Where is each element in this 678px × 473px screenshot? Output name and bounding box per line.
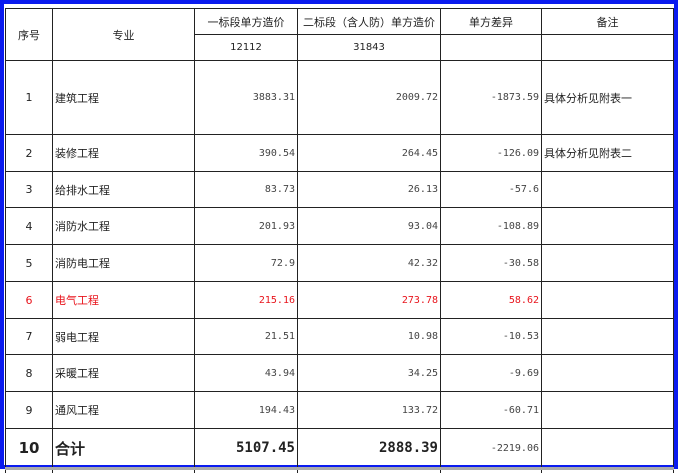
cost-comparison-table: 序号 专业 一标段单方造价 二标段（含人防）单方造价 单方差异 备注 12112…: [5, 8, 674, 473]
area-section1[interactable]: 12112: [195, 35, 298, 61]
empty-cell[interactable]: [6, 469, 53, 473]
empty-cell[interactable]: [298, 469, 441, 473]
diff-cell[interactable]: -30.58: [441, 245, 542, 282]
grid-strip: [6, 469, 674, 473]
section2-cell[interactable]: 93.04: [298, 208, 441, 245]
specialty-cell[interactable]: 给排水工程: [53, 172, 195, 208]
empty-cell[interactable]: [441, 469, 542, 473]
section2-cell[interactable]: 2009.72: [298, 61, 441, 135]
diff-cell[interactable]: -60.71: [441, 392, 542, 429]
specialty-cell[interactable]: 消防水工程: [53, 208, 195, 245]
section1-cell[interactable]: 201.93: [195, 208, 298, 245]
seq-cell[interactable]: 5: [6, 245, 53, 282]
seq-cell[interactable]: 3: [6, 172, 53, 208]
section1-cell[interactable]: 5107.45: [195, 429, 298, 469]
section2-cell[interactable]: 264.45: [298, 135, 441, 172]
section2-cell[interactable]: 42.32: [298, 245, 441, 282]
section1-cell[interactable]: 21.51: [195, 319, 298, 355]
area-remark[interactable]: [542, 35, 674, 61]
specialty-cell[interactable]: 通风工程: [53, 392, 195, 429]
section1-cell[interactable]: 215.16: [195, 282, 298, 319]
area-diff[interactable]: [441, 35, 542, 61]
remark-cell[interactable]: [542, 319, 674, 355]
empty-cell[interactable]: [53, 469, 195, 473]
remark-cell[interactable]: [542, 392, 674, 429]
seq-cell[interactable]: 1: [6, 61, 53, 135]
seq-cell[interactable]: 10: [6, 429, 53, 469]
specialty-cell[interactable]: 采暖工程: [53, 355, 195, 392]
area-section2[interactable]: 31843: [298, 35, 441, 61]
seq-cell[interactable]: 6: [6, 282, 53, 319]
section2-cell[interactable]: 10.98: [298, 319, 441, 355]
diff-cell[interactable]: -2219.06: [441, 429, 542, 469]
specialty-cell[interactable]: 电气工程: [53, 282, 195, 319]
remark-cell[interactable]: [542, 245, 674, 282]
diff-cell[interactable]: -1873.59: [441, 61, 542, 135]
diff-cell[interactable]: -126.09: [441, 135, 542, 172]
header-specialty[interactable]: 专业: [53, 9, 195, 61]
specialty-cell[interactable]: 装修工程: [53, 135, 195, 172]
diff-cell[interactable]: -10.53: [441, 319, 542, 355]
diff-cell[interactable]: -9.69: [441, 355, 542, 392]
section2-cell[interactable]: 273.78: [298, 282, 441, 319]
remark-cell[interactable]: [542, 282, 674, 319]
section2-cell[interactable]: 34.25: [298, 355, 441, 392]
specialty-cell[interactable]: 消防电工程: [53, 245, 195, 282]
empty-cell[interactable]: [195, 469, 298, 473]
header-section2[interactable]: 二标段（含人防）单方造价: [298, 9, 441, 35]
remark-cell[interactable]: [542, 208, 674, 245]
section1-cell[interactable]: 43.94: [195, 355, 298, 392]
header-row: 序号 专业 一标段单方造价 二标段（含人防）单方造价 单方差异 备注: [6, 9, 674, 35]
diff-cell[interactable]: -108.89: [441, 208, 542, 245]
section1-cell[interactable]: 390.54: [195, 135, 298, 172]
remark-cell[interactable]: 具体分析见附表二: [542, 135, 674, 172]
remark-cell[interactable]: [542, 429, 674, 469]
section1-cell[interactable]: 194.43: [195, 392, 298, 429]
diff-cell[interactable]: 58.62: [441, 282, 542, 319]
header-section1[interactable]: 一标段单方造价: [195, 9, 298, 35]
remark-cell[interactable]: [542, 355, 674, 392]
header-seq[interactable]: 序号: [6, 9, 53, 61]
seq-cell[interactable]: 9: [6, 392, 53, 429]
seq-cell[interactable]: 4: [6, 208, 53, 245]
seq-cell[interactable]: 2: [6, 135, 53, 172]
remark-cell[interactable]: 具体分析见附表一: [542, 61, 674, 135]
header-remark[interactable]: 备注: [542, 9, 674, 35]
specialty-cell[interactable]: 建筑工程: [53, 61, 195, 135]
section1-cell[interactable]: 3883.31: [195, 61, 298, 135]
section2-cell[interactable]: 133.72: [298, 392, 441, 429]
empty-cell[interactable]: [542, 469, 674, 473]
diff-cell[interactable]: -57.6: [441, 172, 542, 208]
header-diff[interactable]: 单方差异: [441, 9, 542, 35]
seq-cell[interactable]: 7: [6, 319, 53, 355]
seq-cell[interactable]: 8: [6, 355, 53, 392]
specialty-cell[interactable]: 合计: [53, 429, 195, 469]
section2-cell[interactable]: 26.13: [298, 172, 441, 208]
section2-cell[interactable]: 2888.39: [298, 429, 441, 469]
specialty-cell[interactable]: 弱电工程: [53, 319, 195, 355]
section1-cell[interactable]: 72.9: [195, 245, 298, 282]
section1-cell[interactable]: 83.73: [195, 172, 298, 208]
remark-cell[interactable]: [542, 172, 674, 208]
